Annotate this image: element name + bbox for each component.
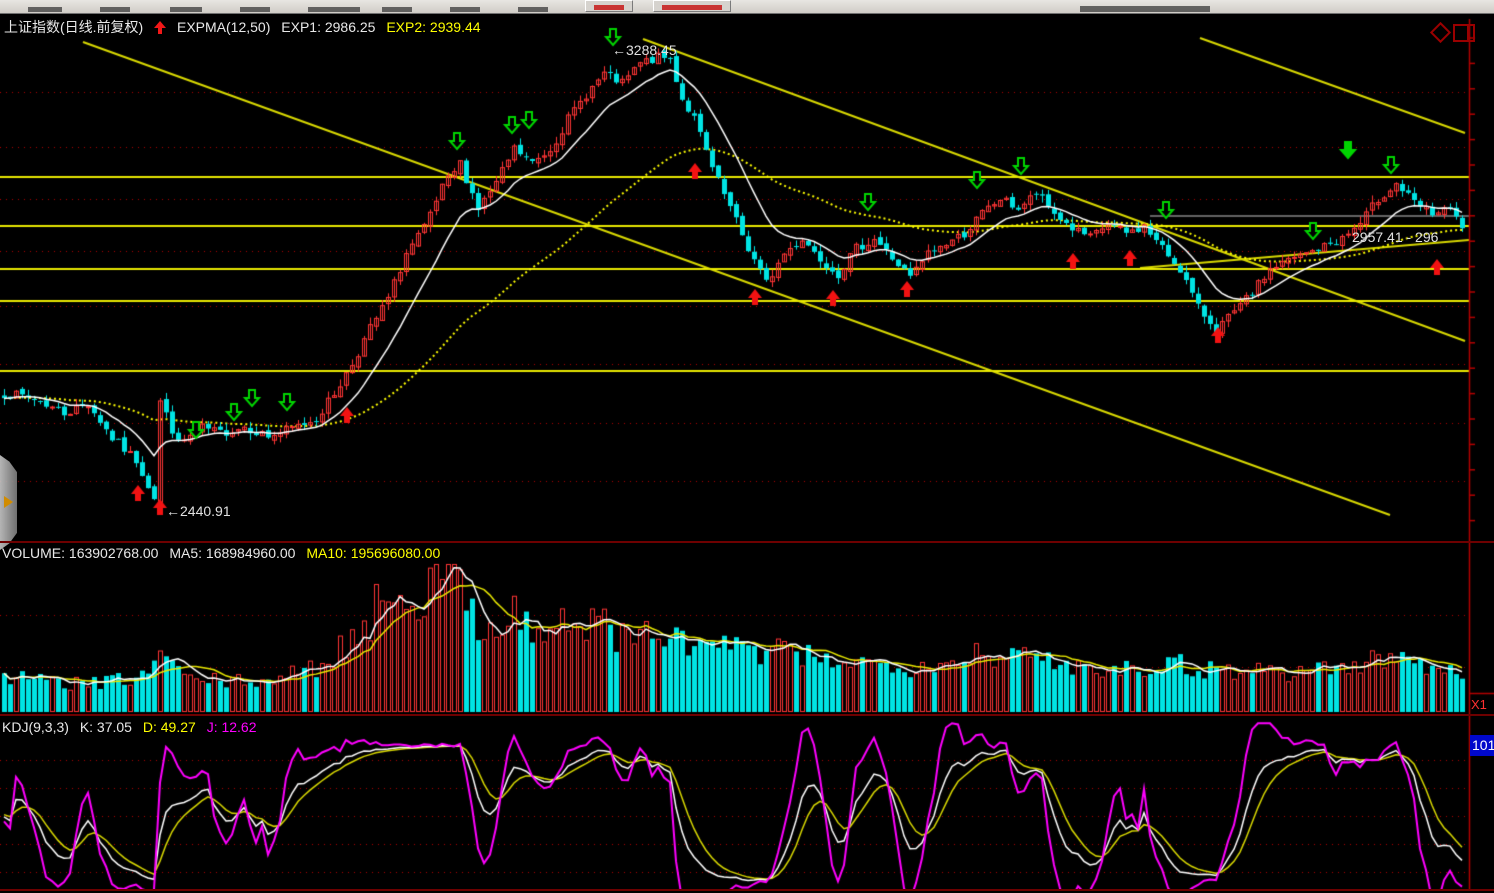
panel-separator [0,714,1494,716]
exp1-value: EXP1: 2986.25 [281,19,376,35]
kdj-k-value: K: 37.05 [79,719,132,735]
menu-item[interactable] [100,7,130,12]
menu-button-highlighted[interactable] [653,0,731,12]
menu-button-label [662,5,722,10]
menu-item[interactable] [240,7,270,12]
volume-value: VOLUME: 163902768.00 [2,545,159,561]
panel-separator [0,541,1494,543]
bar-count-badge: 101 [1470,735,1494,756]
up-arrow-icon [154,21,167,34]
expand-arrow-icon [4,496,13,508]
volume-header: VOLUME: 163902768.00 MA5: 168984960.00 M… [2,545,447,561]
menu-button-highlighted[interactable] [585,0,633,12]
menu-bar[interactable] [0,0,1494,14]
main-chart-header: 上证指数(日线.前复权) EXPMA(12,50) EXP1: 2986.25 … [4,17,488,37]
volume-scale-label: X1 [1471,697,1487,712]
menu-item[interactable] [450,7,480,12]
candlestick-chart-canvas[interactable] [0,13,1494,541]
indicator-label: EXPMA(12,50) [177,19,271,35]
kdj-d-value: D: 49.27 [142,719,196,735]
kdj-chart-canvas[interactable] [0,716,1494,891]
sidebar-slide-handle[interactable] [0,455,17,550]
bottom-border [0,889,1494,891]
window-icon[interactable] [1453,24,1475,42]
kdj-name: KDJ(9,3,3) [2,719,69,735]
menu-right-text [1080,6,1210,12]
menu-item[interactable] [518,7,548,12]
volume-chart-canvas[interactable] [0,543,1494,714]
volume-ma5-value: MA5: 168984960.00 [169,545,296,561]
kdj-j-value: J: 12.62 [206,719,257,735]
menu-button-label [594,5,624,10]
menu-item[interactable] [28,7,62,12]
peak-price-annotation: ←3288.45 [612,42,677,58]
trough-price-annotation: ←2440.91 [166,503,231,519]
exp2-value: EXP2: 2939.44 [386,19,481,35]
menu-item[interactable] [308,7,360,12]
symbol-title: 上证指数(日线.前复权) [4,19,144,35]
kdj-header: KDJ(9,3,3) K: 37.05 D: 49.27 J: 12.62 [2,719,264,735]
menu-item[interactable] [382,7,412,12]
last-price-label: 2957.41 - 296 [1352,229,1439,245]
menu-item[interactable] [170,7,202,12]
volume-ma10-value: MA10: 195696080.00 [306,545,441,561]
